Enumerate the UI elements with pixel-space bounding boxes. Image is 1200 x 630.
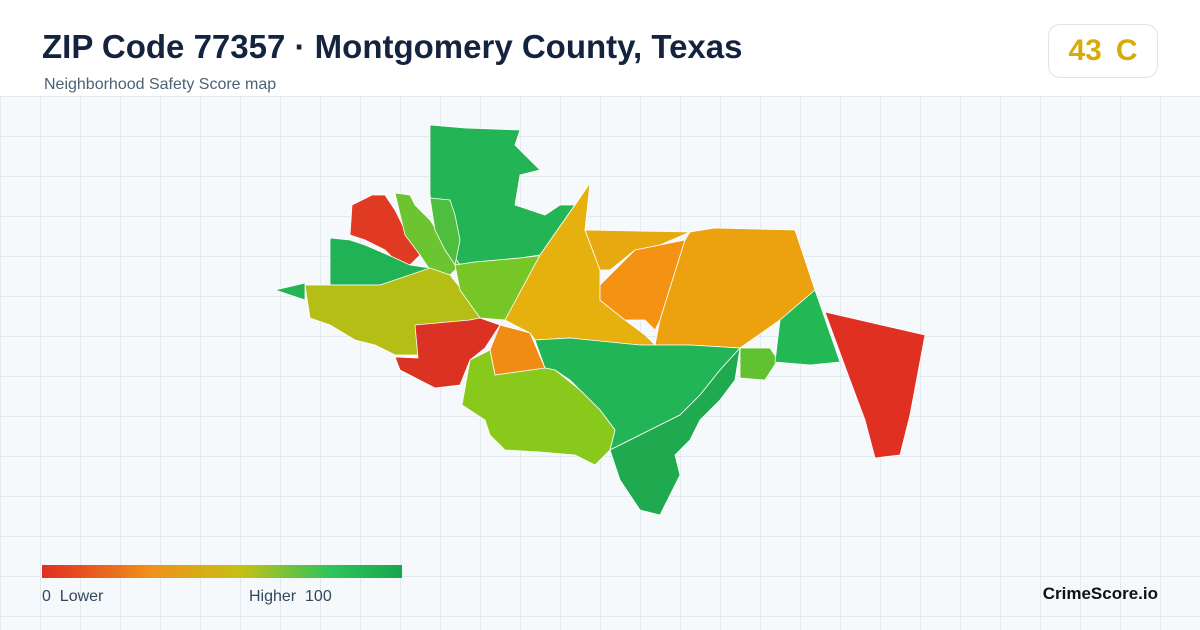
region <box>429 197 461 267</box>
legend-high: Higher 100 <box>249 588 332 606</box>
region <box>824 311 926 459</box>
region <box>774 289 841 366</box>
region <box>504 182 656 346</box>
score-value: 43 <box>1068 34 1102 67</box>
legend-gradient <box>42 565 402 578</box>
score-grade: C <box>1115 34 1138 67</box>
subtitle: Neighborhood Safety Score map <box>44 76 277 93</box>
legend-min-label: Lower <box>59 588 104 605</box>
legend-low: 0 Lower <box>42 588 103 606</box>
title: ZIP Code 77357 · Montgomery County, Texa… <box>42 28 743 65</box>
region <box>739 347 779 381</box>
header: ZIP Code 77357 · Montgomery County, Texa… <box>0 0 1200 96</box>
score-badge: 43 C <box>1048 24 1158 78</box>
legend-max-label: Higher <box>249 588 297 605</box>
region <box>609 346 741 516</box>
region <box>394 317 501 389</box>
legend-min: 0 <box>42 588 51 605</box>
region <box>273 282 306 301</box>
legend-max: 100 <box>305 588 332 605</box>
region <box>349 194 421 266</box>
brand: CrimeScore.io <box>1042 584 1158 603</box>
